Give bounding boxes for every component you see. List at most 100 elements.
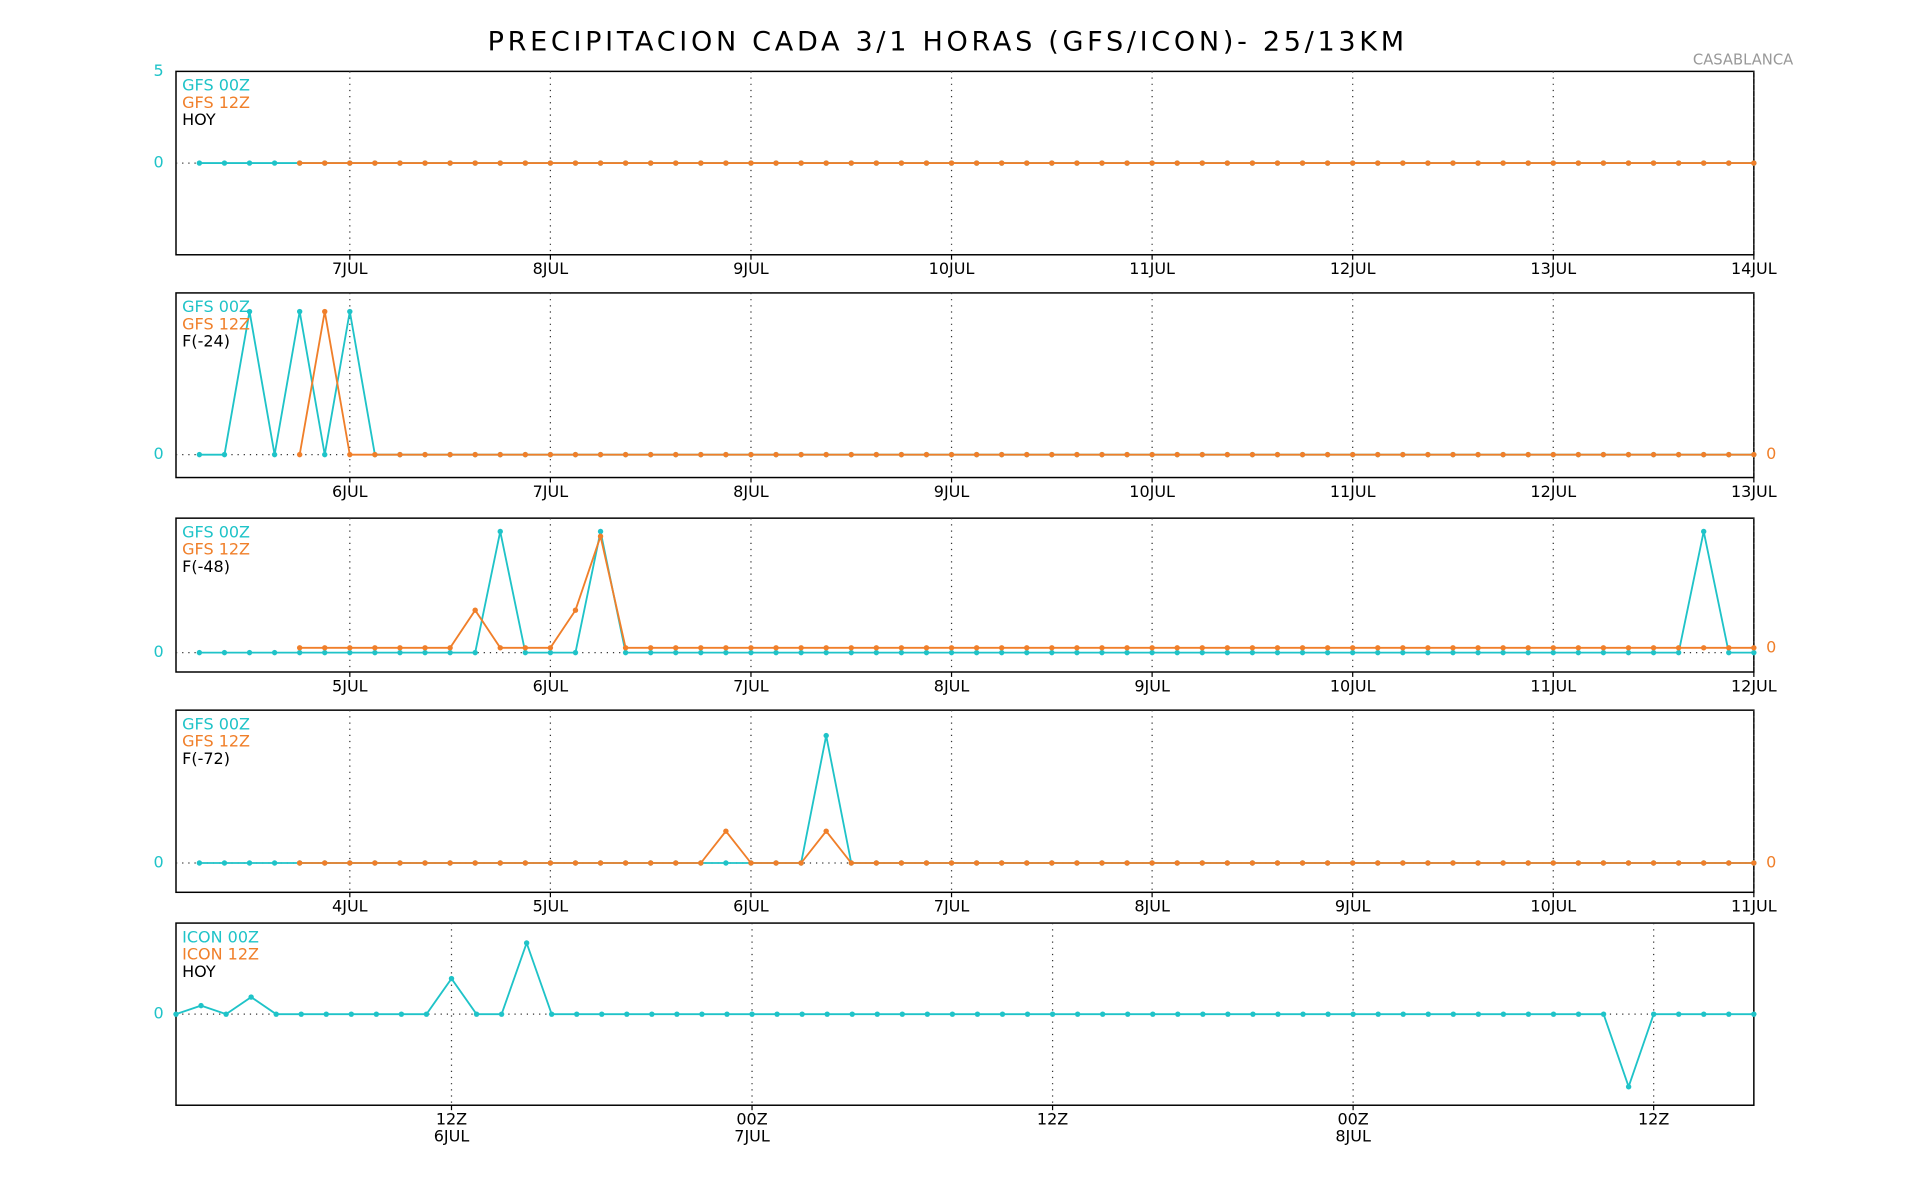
x-tick-label: 12JUL	[1330, 259, 1376, 278]
data-point	[273, 1011, 279, 1017]
data-point	[1375, 645, 1381, 651]
data-point	[873, 645, 880, 651]
data-point	[422, 645, 428, 651]
data-point	[472, 451, 478, 458]
data-point	[723, 860, 729, 866]
data-point	[773, 160, 779, 166]
data-point	[1475, 645, 1481, 651]
x-tick-label: 6JUL	[332, 482, 368, 501]
data-point	[1249, 649, 1256, 656]
data-point	[1224, 645, 1231, 651]
data-point	[1274, 860, 1281, 866]
data-point	[271, 649, 278, 656]
data-point	[647, 860, 654, 866]
data-point	[397, 860, 403, 866]
data-point	[547, 860, 554, 866]
data-point	[647, 160, 654, 166]
data-point	[998, 451, 1005, 458]
data-point	[1149, 860, 1155, 866]
x-tick-label: 7JUL	[533, 482, 569, 501]
data-point	[1500, 645, 1506, 651]
data-point	[798, 160, 804, 166]
station-label: CASABLANCA	[1693, 51, 1793, 68]
data-point	[1575, 1011, 1582, 1017]
data-point	[1525, 1011, 1532, 1017]
data-point	[397, 451, 403, 458]
data-point	[674, 1011, 680, 1017]
series-line	[175, 940, 1754, 1090]
data-point	[296, 860, 303, 866]
data-point	[874, 1011, 880, 1017]
data-point	[1024, 649, 1030, 656]
data-point	[1124, 160, 1130, 166]
data-point	[823, 160, 829, 166]
data-point	[1274, 160, 1281, 166]
data-point	[447, 451, 453, 458]
data-point	[296, 649, 303, 656]
x-tick-label: 5JUL	[533, 897, 569, 916]
data-point	[848, 451, 854, 458]
x-tick-label: 12JUL	[1530, 482, 1576, 501]
data-point	[923, 860, 930, 866]
data-point	[622, 649, 629, 656]
data-point	[1650, 160, 1657, 166]
data-point	[372, 645, 378, 651]
data-point	[1149, 160, 1155, 166]
data-point	[1124, 649, 1130, 656]
data-point	[1149, 645, 1155, 651]
data-point	[246, 860, 253, 866]
data-point	[1550, 645, 1556, 651]
data-point	[373, 1011, 380, 1017]
data-point	[748, 645, 754, 651]
data-point	[447, 860, 453, 866]
data-point	[1675, 160, 1682, 166]
data-point	[497, 528, 503, 535]
data-point	[1700, 451, 1707, 458]
data-point	[1500, 451, 1506, 458]
panel-label: F(-72)	[182, 749, 230, 768]
data-point	[1324, 645, 1331, 651]
x-tick-sublabel: 7JUL	[734, 1127, 770, 1146]
x-tick-label: 12JUL	[1731, 676, 1777, 695]
data-point	[221, 160, 228, 166]
data-point	[246, 649, 253, 656]
data-point	[1625, 649, 1632, 656]
data-point	[1726, 649, 1732, 656]
data-point	[1375, 1011, 1381, 1017]
data-point	[1600, 1011, 1607, 1017]
legend-entry: GFS 00Z	[182, 714, 250, 733]
data-point	[497, 860, 503, 866]
data-point	[523, 940, 530, 946]
data-point	[1299, 160, 1306, 166]
data-point	[1575, 649, 1582, 656]
data-point	[1199, 645, 1205, 651]
data-point	[924, 1011, 931, 1017]
data-point	[923, 649, 930, 656]
data-point	[372, 451, 378, 458]
data-point	[547, 649, 554, 656]
x-tick-label: 00Z	[736, 1109, 767, 1128]
data-point	[1375, 160, 1381, 166]
data-point	[1625, 451, 1632, 458]
data-point	[948, 645, 955, 651]
data-point	[1149, 649, 1155, 656]
data-point	[1349, 645, 1356, 651]
data-point	[1049, 645, 1055, 651]
legend-entry: GFS 12Z	[182, 732, 250, 751]
data-point	[348, 1011, 355, 1017]
data-point	[1450, 645, 1456, 651]
data-point	[397, 645, 403, 651]
data-point	[1099, 649, 1105, 656]
data-point	[271, 451, 278, 458]
data-point	[973, 645, 980, 651]
data-point	[1700, 645, 1707, 651]
y-tick-label: 0	[154, 444, 164, 463]
data-point	[1375, 649, 1381, 656]
data-point	[246, 160, 253, 166]
data-point	[1250, 1011, 1256, 1017]
data-point	[522, 860, 529, 866]
x-tick-label: 10JUL	[929, 259, 975, 278]
data-point	[323, 1011, 329, 1017]
data-point	[999, 1011, 1006, 1017]
data-point	[547, 160, 554, 166]
